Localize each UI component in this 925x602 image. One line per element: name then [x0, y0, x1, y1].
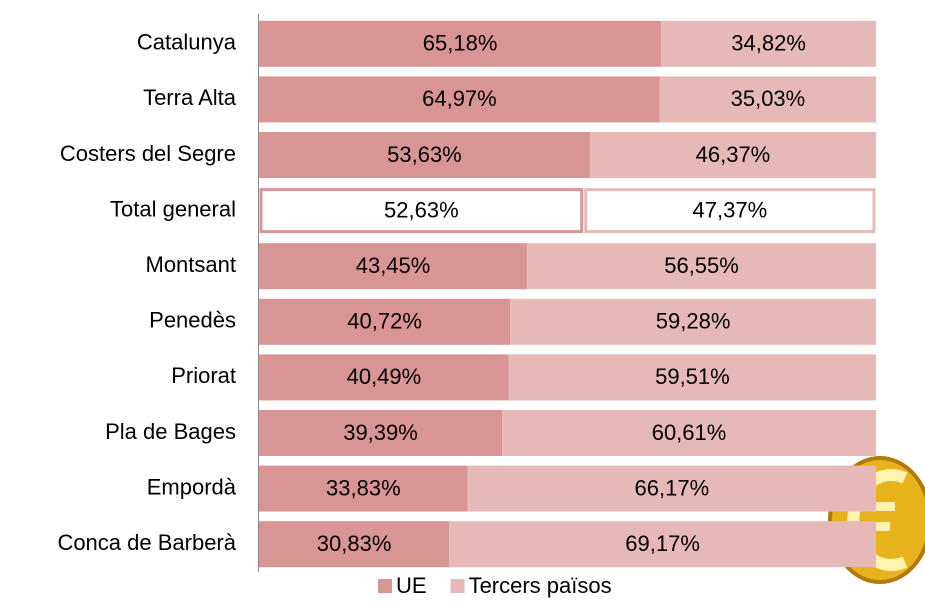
value-label: 40,49% — [347, 364, 422, 389]
value-label: 34,82% — [731, 31, 806, 56]
value-label: 60,61% — [652, 420, 727, 445]
value-label: 65,18% — [423, 31, 498, 56]
y-tick-label: Total general — [110, 196, 236, 221]
y-tick-label: Conca de Barberà — [57, 530, 236, 555]
value-label: 30,83% — [317, 531, 392, 556]
y-tick-label: Catalunya — [137, 30, 237, 55]
value-label: 40,72% — [347, 309, 422, 334]
value-label: 64,97% — [422, 86, 497, 111]
value-label: 52,63% — [384, 197, 459, 222]
legend-label: Tercers països — [469, 573, 612, 598]
value-label: 43,45% — [356, 253, 431, 278]
value-label: 53,63% — [387, 142, 462, 167]
y-tick-label: Costers del Segre — [60, 141, 236, 166]
value-label: 47,37% — [693, 197, 768, 222]
value-label: 35,03% — [731, 86, 806, 111]
legend-swatch — [378, 579, 392, 593]
chart: Catalunya 65,18% 34,82% Terra Alta 64,97% 35,… — [0, 0, 925, 602]
value-label: 33,83% — [326, 475, 401, 500]
value-label: 66,17% — [635, 475, 710, 500]
value-label: 59,51% — [655, 364, 730, 389]
value-label: 56,55% — [664, 253, 739, 278]
legend-swatch — [451, 579, 465, 593]
y-tick-label: Pla de Bages — [105, 419, 236, 444]
value-label: 59,28% — [656, 309, 731, 334]
y-tick-label: Empordà — [147, 474, 237, 499]
value-label: 46,37% — [696, 142, 771, 167]
y-tick-label: Penedès — [149, 308, 236, 333]
value-label: 69,17% — [625, 531, 700, 556]
y-tick-label: Montsant — [146, 252, 237, 277]
legend-label: UE — [396, 573, 427, 598]
value-label: 39,39% — [343, 420, 418, 445]
y-tick-label: Terra Alta — [143, 85, 237, 110]
y-tick-label: Priorat — [171, 363, 236, 388]
